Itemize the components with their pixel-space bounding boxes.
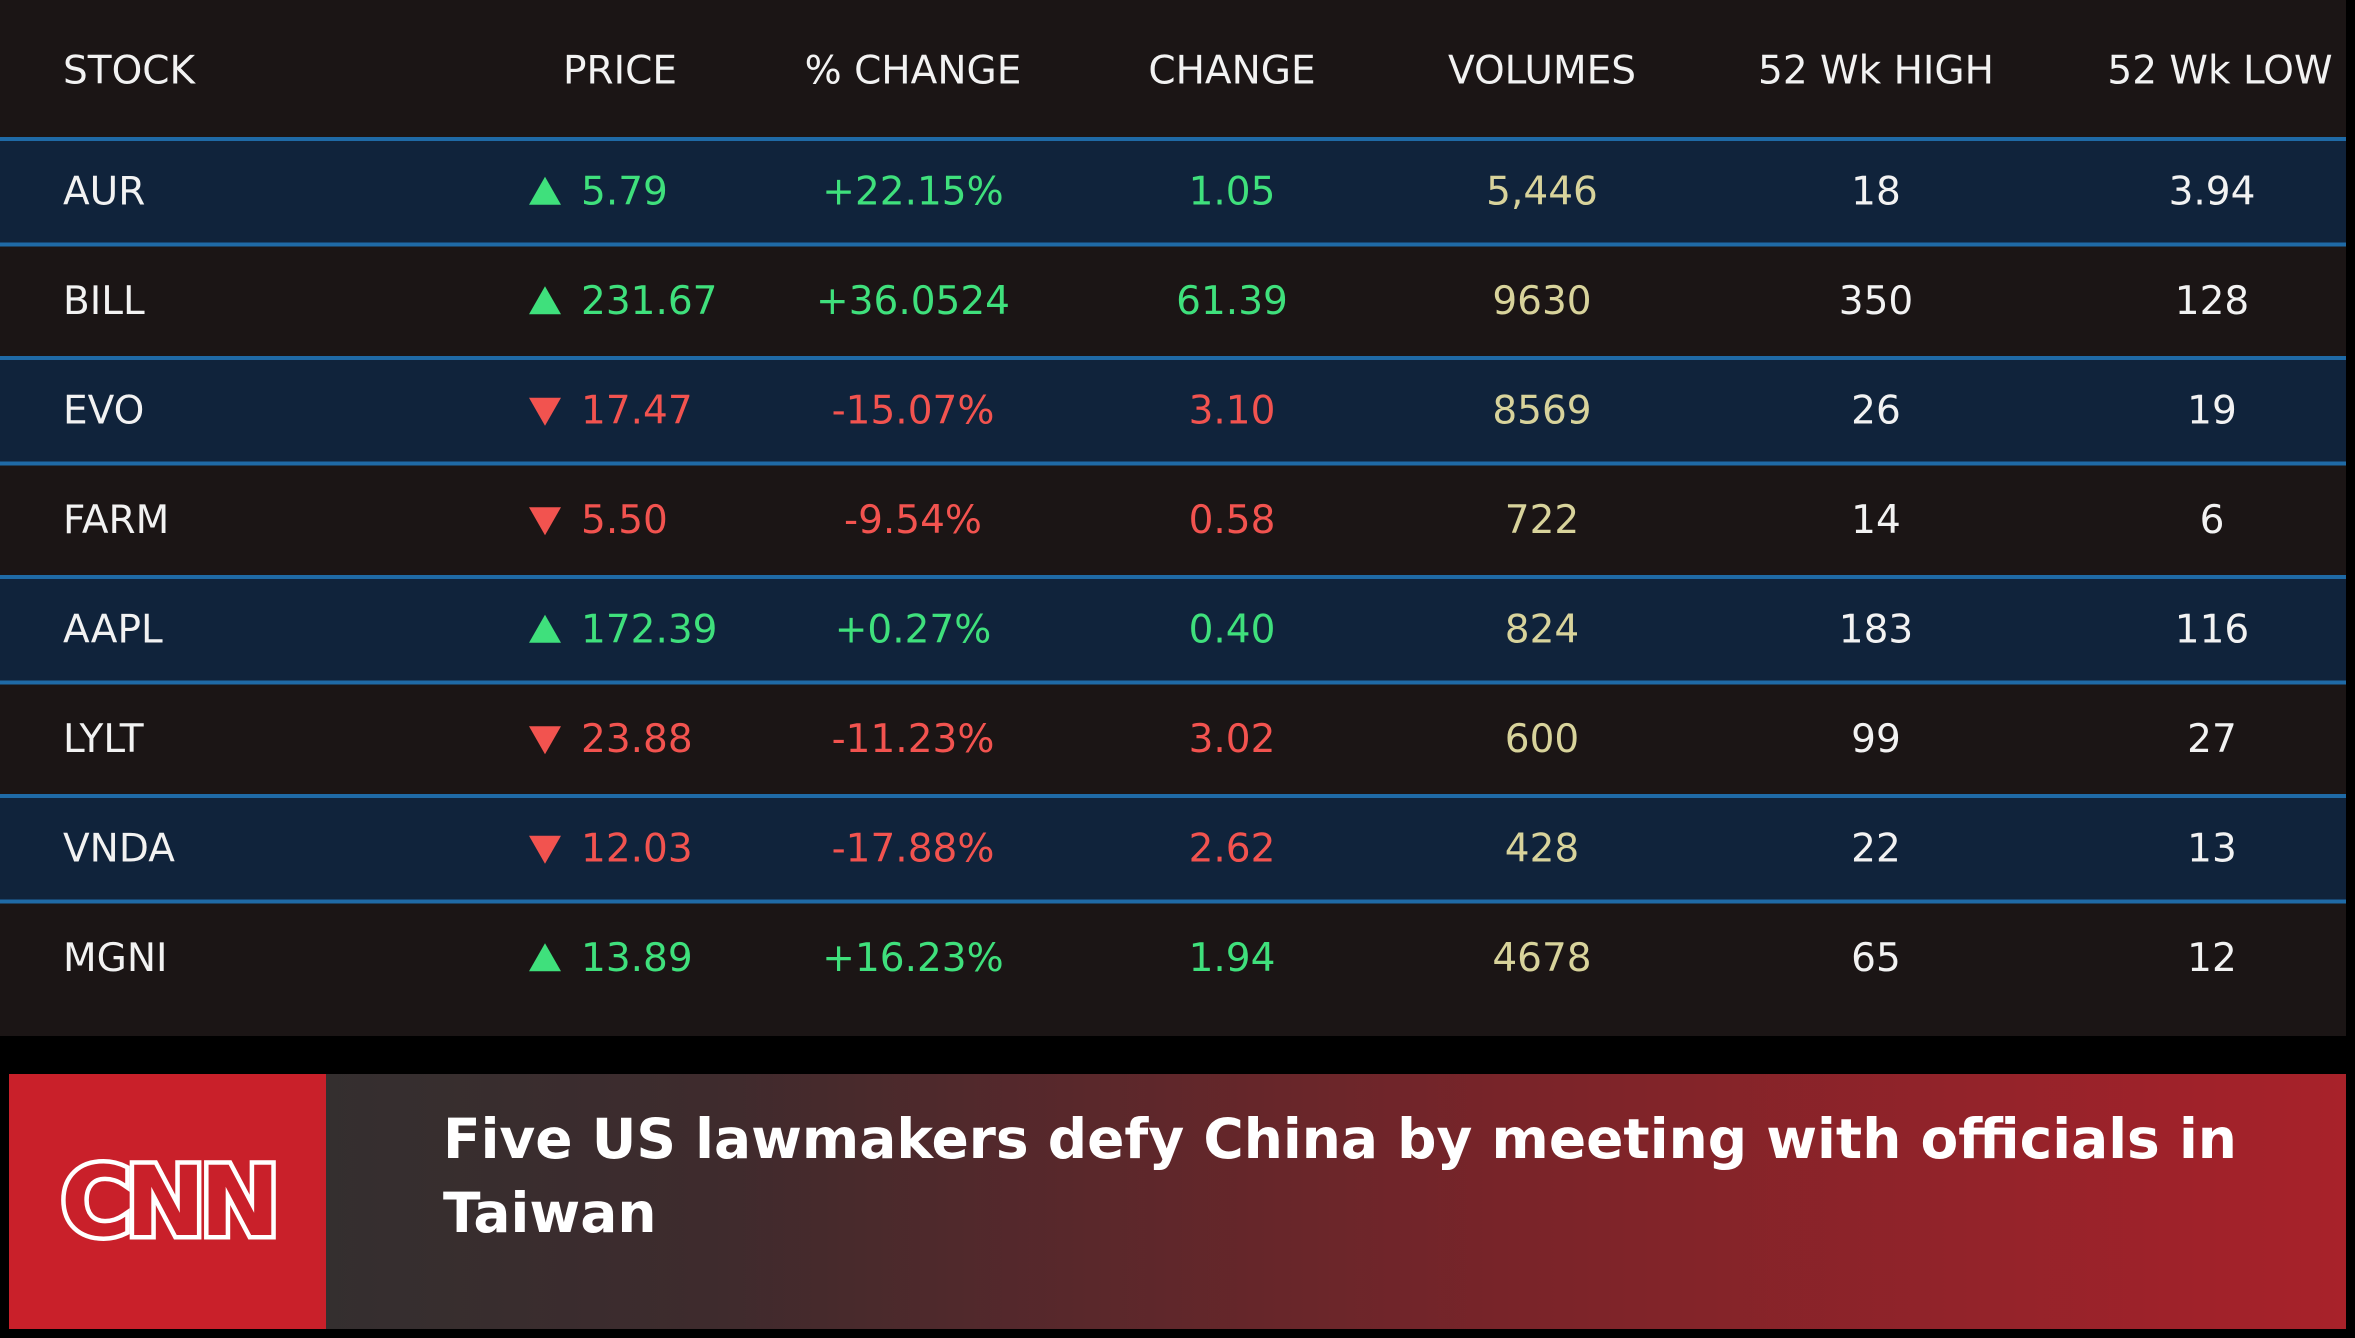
cell: -17.88% bbox=[832, 826, 995, 871]
cell: 722 bbox=[1505, 498, 1579, 543]
cell: 9630 bbox=[1492, 279, 1591, 324]
cell: 19 bbox=[2187, 388, 2237, 433]
cell: BILL bbox=[63, 279, 145, 324]
cell: 65 bbox=[1851, 936, 1901, 981]
column-header: STOCK bbox=[63, 49, 197, 94]
cell: 8569 bbox=[1492, 388, 1591, 433]
cell: 26 bbox=[1851, 388, 1901, 433]
column-header: VOLUMES bbox=[1448, 49, 1636, 94]
cell: 13.89 bbox=[581, 936, 693, 981]
row-highlight bbox=[0, 356, 2346, 466]
cell: 14 bbox=[1851, 498, 1901, 543]
cell: 23.88 bbox=[581, 717, 693, 762]
cell: +22.15% bbox=[822, 169, 1003, 214]
cell: 428 bbox=[1505, 826, 1579, 871]
cell: AAPL bbox=[63, 607, 163, 652]
cell: 1.05 bbox=[1189, 169, 1276, 214]
row-highlight bbox=[0, 794, 2346, 904]
up-arrow bbox=[529, 943, 561, 972]
cell: 61.39 bbox=[1176, 279, 1288, 324]
cell: MGNI bbox=[63, 936, 168, 981]
down-arrow bbox=[529, 835, 561, 864]
cell: 12.03 bbox=[581, 826, 693, 871]
cell: 600 bbox=[1505, 717, 1579, 762]
down-arrow bbox=[529, 397, 561, 426]
cell: 5.50 bbox=[581, 498, 668, 543]
logo: CNN bbox=[9, 1074, 326, 1329]
column-header: 52 Wk LOW bbox=[2107, 49, 2332, 94]
cell: FARM bbox=[63, 498, 169, 543]
cell: 5,446 bbox=[1486, 169, 1598, 214]
row-highlight bbox=[0, 137, 2346, 247]
cell: 1.94 bbox=[1189, 936, 1276, 981]
cell: 231.67 bbox=[581, 279, 717, 324]
column-header: PRICE bbox=[563, 49, 677, 94]
cell: 17.47 bbox=[581, 388, 693, 433]
cell: 12 bbox=[2187, 936, 2237, 981]
cell: 116 bbox=[2175, 607, 2249, 652]
column-header: CHANGE bbox=[1148, 49, 1315, 94]
cell: EVO bbox=[63, 388, 144, 433]
down-arrow bbox=[529, 507, 561, 536]
up-arrow bbox=[529, 176, 561, 205]
cell: -11.23% bbox=[832, 717, 995, 762]
cell: 824 bbox=[1505, 607, 1579, 652]
cell: 183 bbox=[1839, 607, 1913, 652]
cell: 5.79 bbox=[581, 169, 668, 214]
cell: 3.02 bbox=[1189, 717, 1276, 762]
cell: 3.10 bbox=[1189, 388, 1276, 433]
cell: 99 bbox=[1851, 717, 1901, 762]
cell: 172.39 bbox=[581, 607, 717, 652]
cell: 13 bbox=[2187, 826, 2237, 871]
cell: -9.54% bbox=[844, 498, 982, 543]
cell: 22 bbox=[1851, 826, 1901, 871]
cell: 2.62 bbox=[1189, 826, 1276, 871]
stock-table: STOCK PRICE % CHANGE CHANGE VOLUMES 52 Wk HIG… bbox=[0, 0, 2346, 1036]
cell: VNDA bbox=[63, 826, 175, 871]
headline: Five US lawmakers defy China by meeting … bbox=[443, 1107, 2237, 1245]
cell: 27 bbox=[2187, 717, 2237, 762]
cell: 0.58 bbox=[1189, 498, 1276, 543]
down-arrow bbox=[529, 726, 561, 755]
column-header: % CHANGE bbox=[805, 49, 1022, 94]
cell: +0.27% bbox=[835, 607, 992, 652]
cell: 0.40 bbox=[1189, 607, 1276, 652]
news-banner: CNN Five US lawmakers defy China by meet… bbox=[9, 1074, 2346, 1329]
cell: 350 bbox=[1839, 279, 1913, 324]
cell: +36.0524 bbox=[816, 279, 1010, 324]
cell: -15.07% bbox=[832, 388, 995, 433]
cell: 18 bbox=[1851, 169, 1901, 214]
cell: 4678 bbox=[1492, 936, 1591, 981]
up-arrow bbox=[529, 286, 561, 315]
cell: LYLT bbox=[63, 717, 144, 762]
cell: 3.94 bbox=[2169, 169, 2256, 214]
row-highlight bbox=[0, 575, 2346, 685]
column-header: 52 Wk HIGH bbox=[1758, 49, 1994, 94]
cell: 6 bbox=[2200, 498, 2225, 543]
cell: AUR bbox=[63, 169, 145, 214]
up-arrow bbox=[529, 614, 561, 643]
cell: +16.23% bbox=[822, 936, 1003, 981]
cell: 128 bbox=[2175, 279, 2249, 324]
